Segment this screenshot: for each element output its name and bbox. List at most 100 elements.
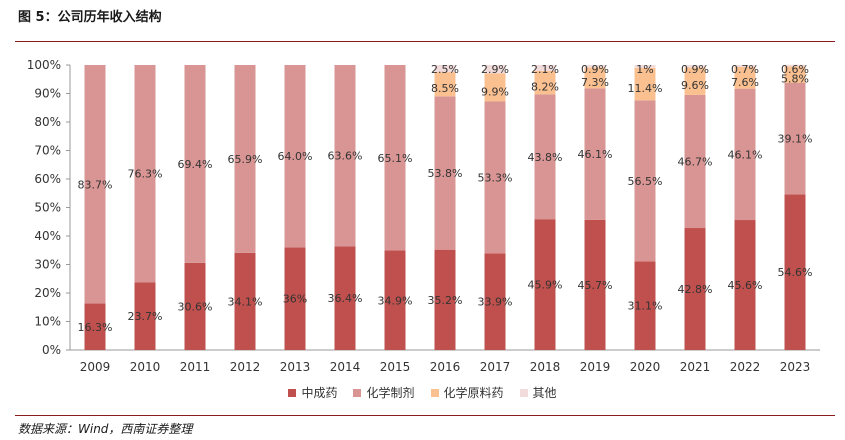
legend-swatch-chem-drug [353, 388, 362, 397]
chem-drug-segment [634, 100, 656, 262]
data-label: 0.6% [781, 63, 809, 76]
data-label: 76.3% [128, 168, 163, 181]
legend-label-other: 其他 [532, 386, 557, 400]
data-label: 2.1% [531, 63, 559, 76]
data-label: 8.2% [531, 81, 559, 94]
data-label: 16.3% [78, 321, 113, 334]
other-segment [784, 64, 806, 67]
x-tick-label: 2009 [80, 360, 111, 374]
tcm-segment [684, 228, 706, 350]
data-label: 46.7% [678, 155, 713, 168]
data-label: 46.1% [728, 148, 763, 161]
x-tick-label: 2011 [180, 360, 211, 374]
tcm-segment [734, 220, 756, 350]
data-label: 31.1% [628, 300, 663, 313]
api-segment [634, 67, 656, 101]
api-segment [684, 67, 706, 95]
tcm-segment [634, 261, 656, 350]
tcm-segment [484, 253, 506, 350]
y-tick-label: 50% [34, 201, 61, 215]
x-tick-label: 2021 [680, 360, 711, 374]
source-note: 数据来源：Wind，西南证券整理 [18, 422, 193, 436]
api-segment [484, 73, 506, 102]
data-label: 7.3% [581, 76, 609, 89]
other-segment [684, 65, 706, 68]
legend-label-tcm: 中成药 [301, 386, 338, 400]
data-label: 64.0% [278, 150, 313, 163]
data-label: 42.8% [678, 283, 713, 296]
data-label: 46.1% [578, 148, 613, 161]
data-label: 45.7% [578, 279, 613, 292]
chem-drug-segment [684, 94, 706, 229]
x-tick-label: 2017 [480, 360, 511, 374]
tcm-segment [284, 247, 306, 350]
legend-swatch-tcm [288, 388, 297, 397]
tcm-segment [384, 250, 406, 350]
data-label: 53.3% [478, 171, 513, 184]
data-label: 69.4% [178, 158, 213, 171]
api-segment [584, 67, 606, 89]
data-label: 56.5% [628, 175, 663, 188]
legend-item-api: 化学原料药 [430, 384, 504, 401]
tcm-segment [134, 282, 156, 350]
x-tick-label: 2023 [780, 360, 811, 374]
x-tick-label: 2016 [430, 360, 461, 374]
y-tick-label: 70% [34, 144, 61, 158]
chem-drug-segment [734, 88, 756, 221]
y-tick-label: 100% [27, 58, 61, 72]
data-label: 45.6% [728, 279, 763, 292]
chem-drug-segment [484, 101, 506, 254]
data-label: 1% [636, 63, 653, 76]
tcm-segment [184, 262, 206, 350]
data-label: 2.9% [481, 63, 509, 76]
figure-title: 图 5：公司历年收入结构 [18, 10, 162, 25]
data-label: 0.7% [731, 63, 759, 76]
x-tick-label: 2019 [580, 360, 611, 374]
chem-drug-segment [434, 96, 456, 250]
data-label: 65.1% [378, 152, 413, 165]
api-segment [534, 70, 556, 95]
y-tick-label: 0% [42, 343, 61, 357]
tcm-segment [784, 194, 806, 350]
data-label: 36.4% [328, 292, 363, 305]
data-label: 30.6% [178, 300, 213, 313]
data-label: 45.9% [528, 279, 563, 292]
data-label: 11.4% [628, 82, 663, 95]
chem-drug-segment [184, 65, 206, 263]
chem-drug-segment [84, 65, 106, 304]
chem-drug-segment [784, 82, 806, 195]
tcm-segment [84, 303, 106, 350]
legend-item-chem-drug: 化学制剂 [353, 384, 415, 401]
tcm-segment [434, 249, 456, 350]
chem-drug-segment [234, 65, 256, 253]
other-segment [534, 65, 556, 71]
tcm-segment [234, 252, 256, 350]
data-label: 8.5% [431, 82, 459, 95]
legend-label-api: 化学原料药 [443, 386, 504, 400]
y-tick-label: 80% [34, 115, 61, 129]
y-tick-label: 10% [34, 315, 61, 329]
data-label: 0.9% [581, 63, 609, 76]
y-tick-label: 60% [34, 172, 61, 186]
data-label: 0.9% [681, 63, 709, 76]
top-rule [15, 41, 835, 42]
other-segment [484, 65, 506, 74]
data-label: 63.6% [328, 150, 363, 163]
x-tick-label: 2015 [380, 360, 411, 374]
legend-item-tcm: 中成药 [288, 384, 337, 401]
tcm-segment [584, 219, 606, 350]
data-label: 9.9% [481, 85, 509, 98]
x-tick-label: 2014 [330, 360, 361, 374]
y-tick-label: 90% [34, 87, 61, 101]
api-segment [734, 66, 756, 89]
x-tick-label: 2013 [280, 360, 311, 374]
data-label: 35.2% [428, 294, 463, 307]
stacked-bar-chart: 0% 10% 20% 30% 40% 50% 60% 70% 80% 90% 100% 2009 201… [27, 58, 820, 374]
tcm-segment [534, 219, 556, 350]
other-segment [584, 65, 606, 68]
other-segment [434, 65, 456, 73]
legend-swatch-other [519, 388, 528, 397]
data-label: 39.1% [778, 133, 813, 146]
data-label: 54.6% [778, 266, 813, 279]
api-segment [784, 66, 806, 83]
